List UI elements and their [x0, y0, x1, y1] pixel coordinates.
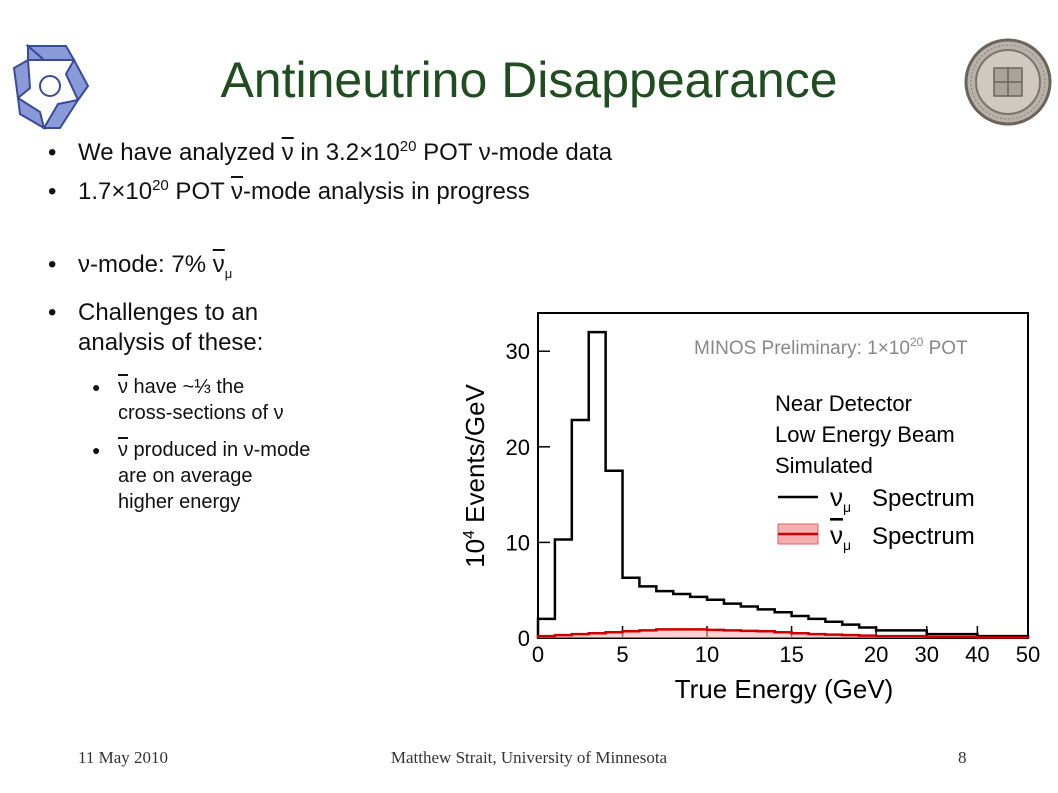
x-tick-label: 30 — [914, 642, 938, 667]
bullet-dot-icon: • — [48, 139, 57, 166]
subbullet-text: have ~⅓ the — [128, 376, 245, 398]
y-tick-label: 30 — [506, 339, 530, 364]
subbullet-text: cross-sections of ν — [118, 402, 284, 424]
subbullet-higher-energy: ● ν produced in ν-mode are on average hi… — [92, 437, 311, 515]
antineutrino-symbol: ν — [118, 376, 128, 398]
minos-logo-icon — [12, 43, 90, 131]
x-tick-label: 0 — [532, 642, 544, 667]
bullet-text: -mode analysis in progress — [243, 178, 530, 205]
exponent: 20 — [152, 177, 169, 194]
series-numu-histogram — [536, 330, 1030, 638]
subbullet-dot-icon: ● — [92, 379, 101, 395]
x-tick-label: 50 — [1016, 642, 1040, 667]
x-tick-label: 15 — [779, 642, 803, 667]
legend-label: Spectrum — [872, 485, 975, 512]
y-tick-label: 0 — [518, 626, 530, 651]
bullet-text: Challenges to an — [78, 299, 259, 326]
antineutrino-symbol: ν — [118, 439, 128, 461]
footer-date: 11 May 2010 — [78, 748, 169, 767]
legend-symbol: νμ — [830, 520, 851, 553]
x-tick-label: 10 — [695, 642, 719, 667]
subbullet-text: higher energy — [118, 491, 241, 513]
y-tick-label: 20 — [506, 435, 530, 460]
exponent: 20 — [399, 138, 417, 155]
bullet-analyzed: • We have analyzed ν in 3.2×1020 POT ν-m… — [48, 138, 613, 168]
footer-author: Matthew Strait, University of Minnesota — [390, 748, 668, 767]
y-axis: 0 10 20 30 — [506, 339, 550, 651]
subbullet-text: are on average — [118, 465, 253, 487]
bullet-dot-icon: • — [48, 251, 57, 278]
bullet-text: ν-mode: 7% — [78, 251, 213, 278]
series-layer — [536, 330, 1030, 639]
bullet-text: POT ν-mode data — [416, 139, 613, 166]
subscript: μ — [224, 265, 233, 281]
legend-line-1: Near Detector — [775, 391, 912, 416]
bullet-dot-icon: • — [48, 299, 57, 326]
antineutrino-symbol: ν — [281, 139, 294, 166]
series-numubar-band — [538, 629, 1028, 638]
y-tick-label: 10 — [506, 530, 530, 555]
x-tick-label: 5 — [616, 642, 628, 667]
bullet-nu-mode-fraction: • ν-mode: 7% νμ — [48, 250, 233, 281]
bullet-text: POT — [168, 178, 232, 205]
bullet-challenges: • Challenges to an analysis of these: — [48, 298, 264, 358]
energy-spectrum-chart: 0 10 20 30 0 5 10 15 20 30 40 50 MINOS Preliminary… — [460, 312, 1040, 704]
slide-title: Antineutrino Disappearance — [220, 52, 838, 108]
subbullet-text: produced in ν-mode — [128, 439, 311, 461]
subbullet-dot-icon: ● — [92, 442, 101, 458]
legend-entry-numubar: νμ Spectrum — [777, 520, 975, 553]
y-axis-label: 104 Events/GeV — [460, 383, 490, 567]
x-axis: 0 5 10 15 20 30 40 50 — [532, 626, 1040, 667]
bullet-text: analysis of these: — [78, 329, 264, 356]
antineutrino-symbol: ν — [212, 251, 225, 278]
legend-line-3: Simulated — [775, 453, 873, 478]
legend-entry-numu: νμ Spectrum — [778, 482, 975, 515]
bullet-text: 1.7×10 — [78, 178, 153, 205]
legend-symbol: νμ — [830, 482, 851, 515]
footer-page-number: 8 — [958, 748, 967, 767]
plot-frame — [537, 312, 1029, 639]
bullet-text: We have analyzed — [78, 139, 282, 166]
x-tick-label: 20 — [864, 642, 888, 667]
subbullet-cross-section: ● ν have ~⅓ the cross-sections of ν — [92, 374, 284, 426]
series-numubar-histogram — [536, 628, 1030, 639]
bullet-dot-icon: • — [48, 178, 57, 205]
chart-annotation: MINOS Preliminary: 1×1020 POT — [694, 335, 968, 359]
legend-label: Spectrum — [872, 523, 975, 550]
x-tick-label: 40 — [965, 642, 989, 667]
university-seal-icon — [964, 38, 1052, 126]
bullet-in-progress: • 1.7×1020 POT ν-mode analysis in progre… — [48, 177, 530, 207]
bullet-text: in 3.2×10 — [293, 139, 400, 166]
x-axis-label: True Energy (GeV) — [675, 674, 894, 704]
antineutrino-symbol: ν — [231, 178, 244, 205]
legend-line-2: Low Energy Beam — [775, 422, 955, 447]
